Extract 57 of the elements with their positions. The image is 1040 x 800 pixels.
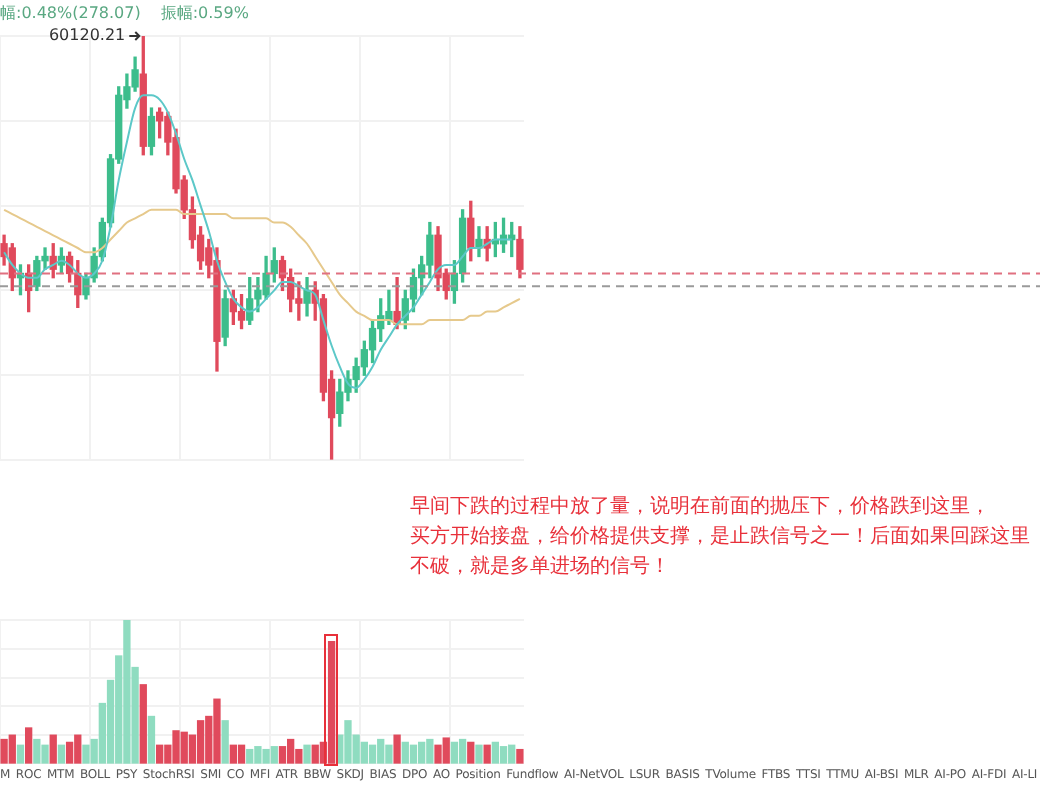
bar <box>450 741 459 764</box>
bar <box>139 684 147 764</box>
bar <box>368 744 377 764</box>
bar <box>360 741 368 764</box>
bar <box>65 741 74 764</box>
bar <box>16 744 25 764</box>
bar <box>491 741 499 764</box>
bar <box>254 746 262 764</box>
bar <box>25 727 33 764</box>
bar <box>262 748 270 764</box>
bar <box>442 737 450 764</box>
bar <box>8 734 16 764</box>
text: 振幅:0.59% <box>160 4 249 22</box>
bar <box>426 738 434 764</box>
bar <box>0 738 8 764</box>
bar <box>483 744 491 764</box>
bar <box>516 748 524 764</box>
bar <box>393 734 401 764</box>
bar <box>287 738 295 764</box>
bar <box>172 730 180 764</box>
bar <box>270 746 278 764</box>
bar <box>123 620 131 764</box>
bar <box>180 731 188 764</box>
bar <box>229 744 237 764</box>
bar <box>508 744 516 764</box>
bar <box>401 741 409 764</box>
bar <box>385 744 393 764</box>
text: 幅:0.48%(278.07) <box>0 4 141 22</box>
text: 早间下跌的过程中放了量，说明在前面的抛压下，价格跌到这里， <box>410 493 992 522</box>
bar <box>377 738 385 764</box>
bar <box>303 744 311 764</box>
bar <box>237 744 246 764</box>
bar <box>278 746 287 764</box>
bar <box>147 715 156 764</box>
bar <box>499 746 508 764</box>
bar <box>311 744 319 764</box>
bar <box>434 744 442 764</box>
bar <box>74 734 82 764</box>
bar <box>246 748 254 764</box>
bar <box>196 720 205 764</box>
bar <box>213 698 221 764</box>
bar <box>475 744 483 764</box>
text: 买方开始接盘，给价格提供支撑，是止跌信号之一！后面如果回踩这里 <box>410 523 1032 552</box>
bar <box>57 744 66 764</box>
bar <box>82 744 90 764</box>
bar <box>409 744 418 764</box>
bar <box>418 741 426 764</box>
annotation: 60120.21 <box>48 26 126 45</box>
bar <box>33 738 41 764</box>
bar <box>458 738 467 764</box>
bar <box>49 734 57 764</box>
bar <box>41 744 49 764</box>
bar <box>344 720 352 764</box>
bar <box>156 744 164 764</box>
bar <box>467 741 475 764</box>
text: 不破，就是多单进场的信号！ <box>410 553 672 582</box>
bar <box>221 720 229 764</box>
